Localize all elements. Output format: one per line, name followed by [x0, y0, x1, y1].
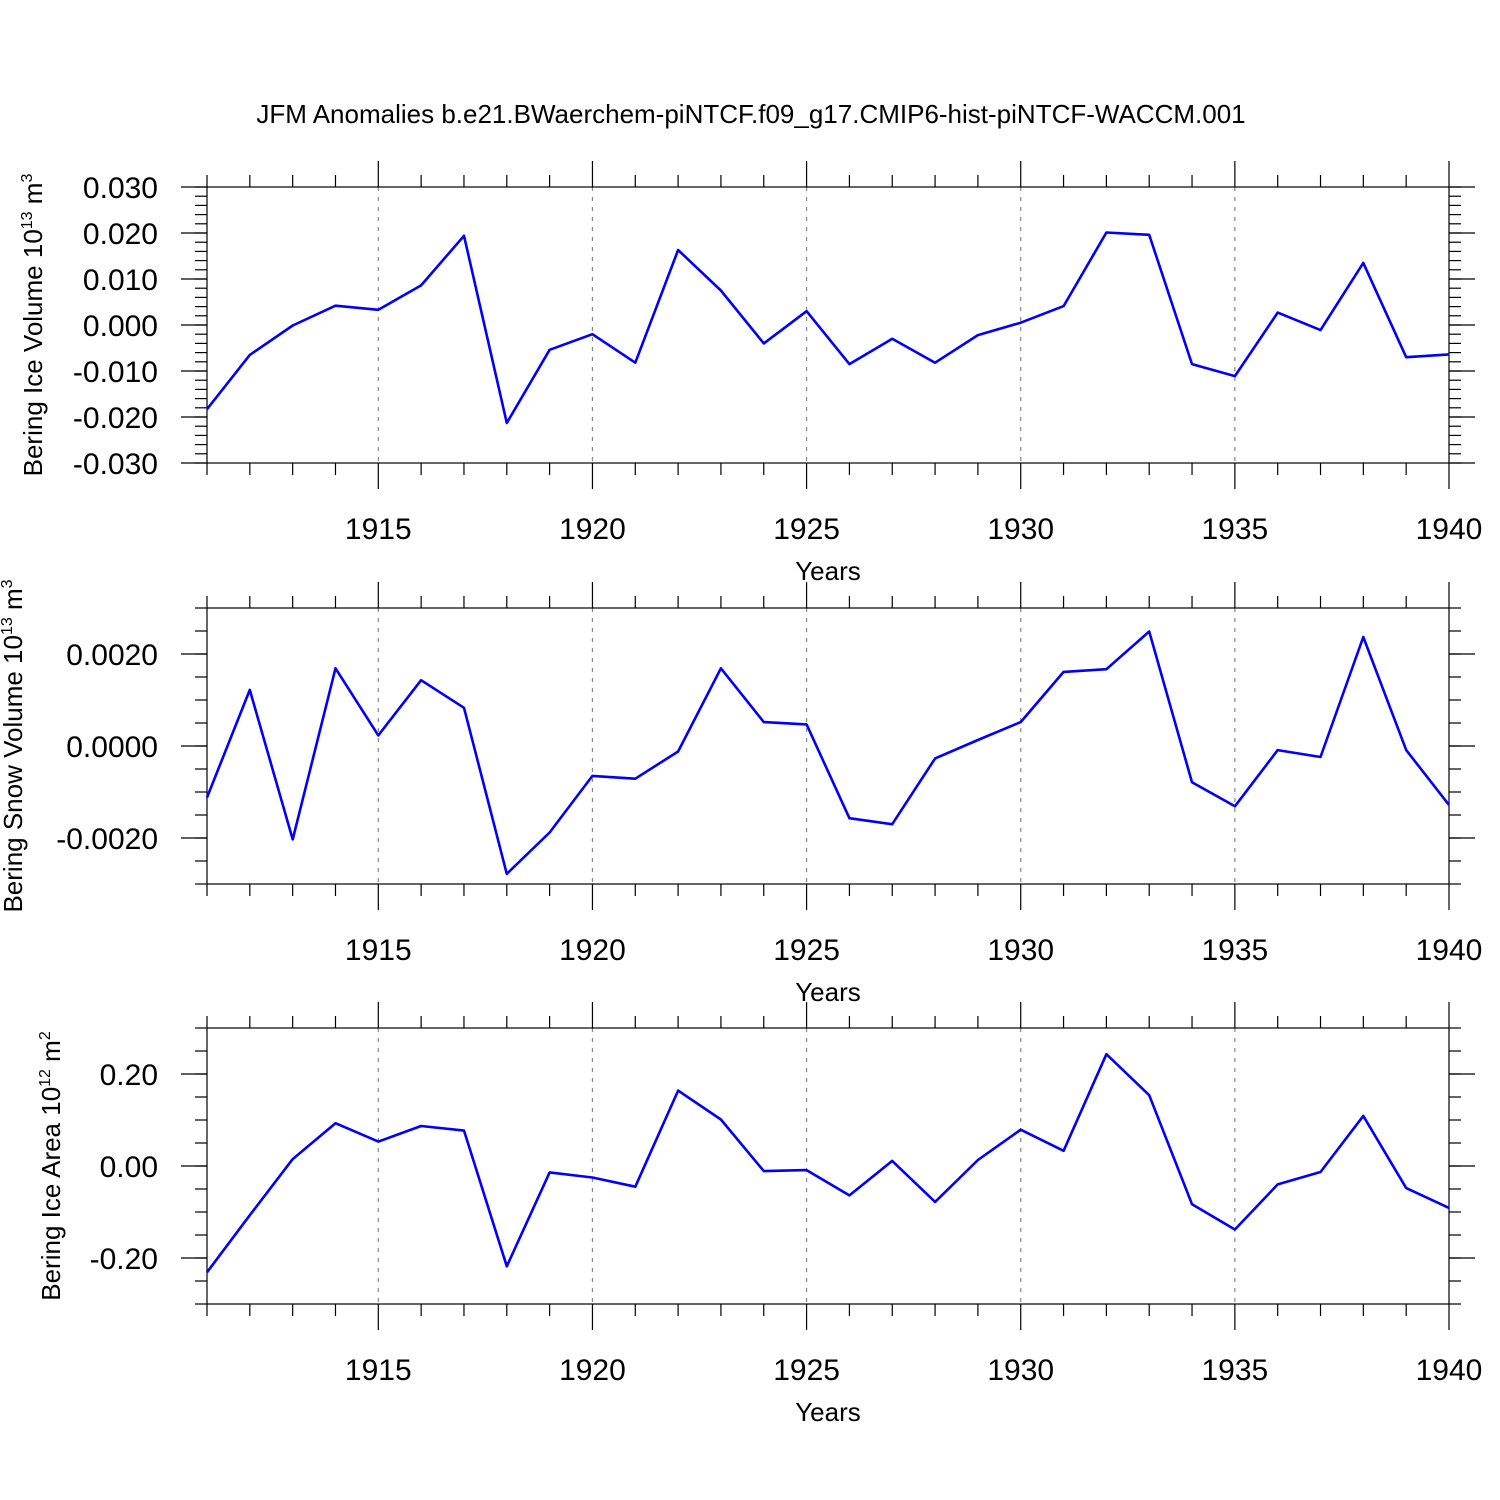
- y-tick-label: 0.20: [100, 1059, 158, 1092]
- y-axis-label: Bering Ice Volume 1013 m3: [18, 174, 48, 477]
- y-tick-label: -0.20: [90, 1243, 158, 1276]
- x-tick-label: 1940: [1416, 513, 1483, 546]
- x-tick-label: 1925: [773, 513, 840, 546]
- y-tick-label: 0.010: [83, 264, 158, 297]
- y-tick-label: 0.0020: [66, 639, 158, 672]
- y-tick-label: 0.0000: [66, 731, 158, 764]
- x-tick-label: 1940: [1416, 934, 1483, 967]
- data-line: [205, 231, 1450, 425]
- y-tick-label: -0.010: [73, 356, 158, 389]
- chart-title: JFM Anomalies b.e21.BWaerchem-piNTCF.f09…: [256, 99, 1245, 129]
- y-tick-label: 0.000: [83, 310, 158, 343]
- x-tick-label: 1935: [1201, 934, 1268, 967]
- x-axis-label: Years: [795, 556, 861, 586]
- y-tick-label: -0.030: [73, 448, 158, 481]
- y-tick-label: 0.020: [83, 218, 158, 251]
- x-tick-label: 1925: [773, 1354, 840, 1387]
- plot-frame: [206, 1027, 1450, 1305]
- y-axis-label: Bering Ice Area 1012 m2: [36, 1031, 66, 1301]
- chart-panels: -0.030 -0.020 -0.010 0.000 0.010 0.020 0.030 19…: [0, 161, 1482, 1427]
- x-tick-label: 1935: [1201, 1354, 1268, 1387]
- x-tick-label: 1920: [559, 934, 626, 967]
- x-axis-label: Years: [795, 977, 861, 1007]
- y-axis-label: Bering Snow Volume 1013 m3: [0, 579, 28, 912]
- x-tick-label: 1915: [345, 934, 412, 967]
- y-tick-label: -0.020: [73, 402, 158, 435]
- x-tick-label: 1930: [987, 513, 1054, 546]
- x-tick-label: 1920: [559, 1354, 626, 1387]
- data-line: [205, 1052, 1450, 1274]
- plot-frame: [206, 186, 1450, 464]
- panel-2: -0.0020 0.0000 0.0020 1915 1920 1925 1930 1935 1…: [0, 579, 1482, 1007]
- x-tick-label: 1940: [1416, 1354, 1483, 1387]
- y-tick-label: 0.030: [83, 172, 158, 205]
- data-line: [205, 630, 1451, 876]
- plot-frame: [206, 607, 1450, 885]
- x-tick-label: 1915: [345, 513, 412, 546]
- x-tick-label: 1925: [773, 934, 840, 967]
- x-tick-label: 1935: [1201, 513, 1268, 546]
- y-tick-label: 0.00: [100, 1151, 158, 1184]
- y-tick-label: -0.0020: [56, 823, 158, 856]
- x-tick-label: 1920: [559, 513, 626, 546]
- x-tick-label: 1930: [987, 1354, 1054, 1387]
- panel-1: -0.030 -0.020 -0.010 0.000 0.010 0.020 0.030 19…: [18, 161, 1482, 586]
- x-tick-label: 1915: [345, 1354, 412, 1387]
- panel-3: -0.20 0.00 0.20 1915 1920 1925 1930 1935 1940 Yea…: [36, 1002, 1482, 1427]
- x-axis-label: Years: [795, 1397, 861, 1427]
- x-tick-label: 1930: [987, 934, 1054, 967]
